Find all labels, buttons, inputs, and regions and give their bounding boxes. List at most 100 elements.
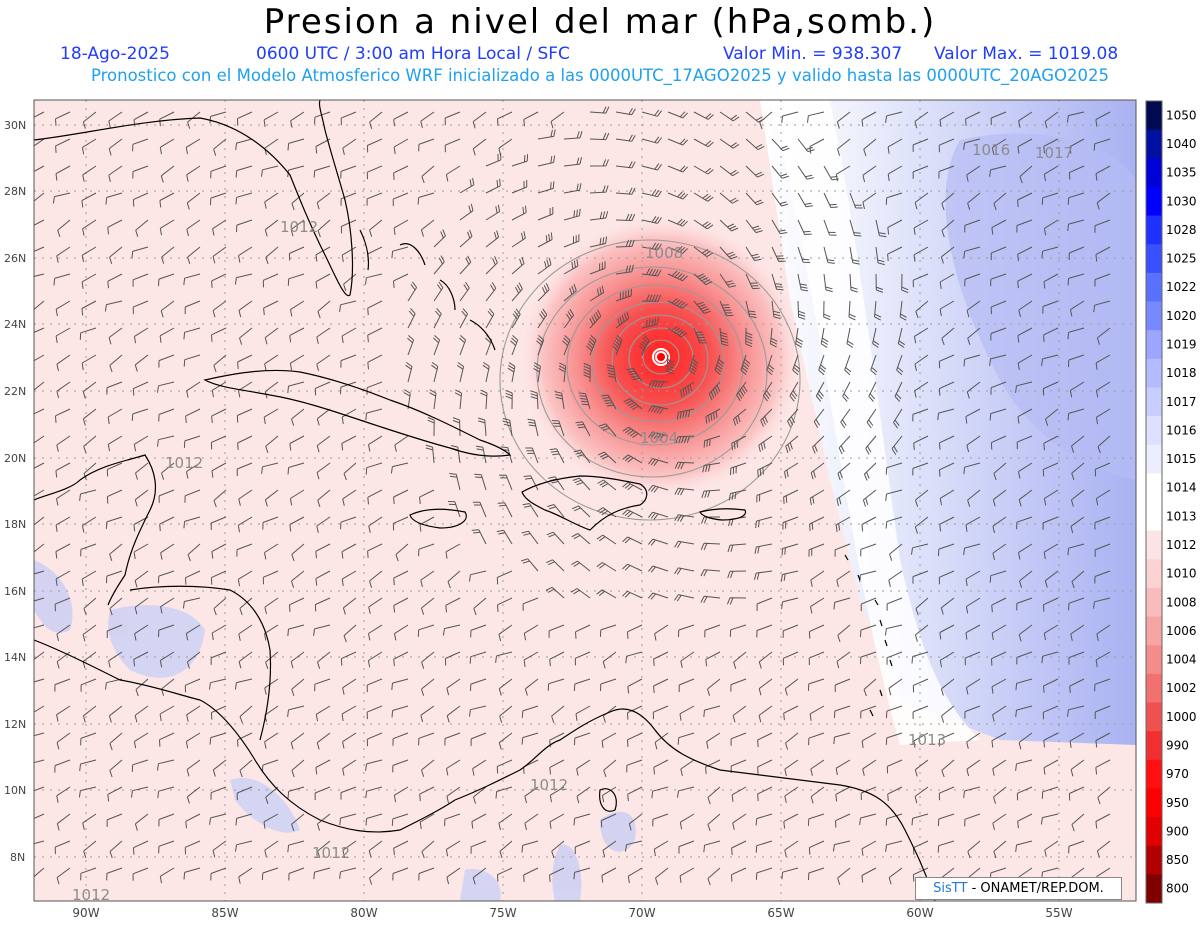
wind-barb xyxy=(719,300,734,317)
wind-barb xyxy=(547,678,565,691)
wind-barb xyxy=(963,462,981,475)
wind-barb xyxy=(990,381,1007,395)
wind-barb xyxy=(755,867,773,880)
wind-barb xyxy=(818,354,827,376)
wind-barb xyxy=(912,462,929,476)
wind-barb xyxy=(861,840,877,856)
wind-barb xyxy=(846,327,854,348)
wind-barb xyxy=(938,570,955,585)
wind-barb xyxy=(571,533,591,545)
wind-barb xyxy=(849,246,860,265)
wind-barb xyxy=(393,651,409,667)
wind-barb xyxy=(989,570,1007,583)
wind-barb xyxy=(498,678,513,696)
wind-barb xyxy=(622,481,643,491)
wind-barb xyxy=(1095,165,1111,181)
wind-barb xyxy=(158,840,175,854)
wind-barb xyxy=(316,516,331,533)
wind-barb xyxy=(783,489,799,504)
wind-barb xyxy=(912,867,929,882)
wind-barb xyxy=(868,381,877,402)
wind-barb xyxy=(238,651,253,669)
wind-barb xyxy=(81,300,97,316)
isobar-label-gulf: 1012 xyxy=(280,218,318,236)
wind-barb xyxy=(615,288,632,302)
wind-barb xyxy=(186,462,201,479)
wind-barb xyxy=(342,597,357,615)
wind-barb xyxy=(860,624,877,638)
wind-barb xyxy=(601,394,617,410)
wind-barb xyxy=(80,543,97,557)
wind-barb xyxy=(183,867,201,880)
plot-frame xyxy=(33,99,1137,902)
wind-barb xyxy=(562,335,571,356)
wind-barb xyxy=(705,408,721,424)
wind-barb xyxy=(993,192,1007,211)
wind-barb xyxy=(34,678,45,683)
wind-barb xyxy=(596,507,617,518)
wind-barb xyxy=(160,543,175,560)
wind-barb xyxy=(393,111,409,127)
wind-barb xyxy=(939,462,955,477)
isobar-label-1016: 1016 xyxy=(972,141,1010,159)
wind-barb xyxy=(210,867,227,881)
wind-barb xyxy=(860,786,877,801)
wind-barb xyxy=(887,219,903,235)
wind-barb xyxy=(495,651,513,663)
wind-barb xyxy=(446,705,461,723)
wind-barb xyxy=(159,516,175,532)
wind-barb xyxy=(863,462,877,481)
wind-barb xyxy=(667,218,688,227)
wind-barb xyxy=(641,216,662,224)
wind-barb xyxy=(707,813,721,832)
wind-barb xyxy=(263,813,279,829)
wind-barb xyxy=(34,570,45,575)
wind-barb xyxy=(393,570,409,586)
colorbar-label: 1000 xyxy=(1166,710,1197,724)
colorbar-label: 1002 xyxy=(1166,681,1197,695)
wind-barb xyxy=(1067,327,1085,340)
wind-barb xyxy=(133,732,149,749)
wind-barb xyxy=(314,678,331,692)
wind-barb xyxy=(963,246,981,259)
wind-barb xyxy=(237,570,253,587)
wind-barb xyxy=(314,381,331,396)
wind-barb xyxy=(836,570,851,588)
wind-barb xyxy=(578,392,591,410)
wind-barb xyxy=(212,246,227,264)
wind-barb xyxy=(433,229,446,248)
wind-barb xyxy=(34,597,45,602)
wind-barb xyxy=(446,678,461,696)
wind-barb xyxy=(993,840,1007,859)
colorbar-swatch xyxy=(1146,759,1162,789)
wind-barb xyxy=(797,165,814,180)
wind-barb xyxy=(837,462,851,481)
wind-barb xyxy=(912,273,929,288)
wind-barb xyxy=(1093,300,1111,313)
wind-barb xyxy=(1044,570,1059,588)
wind-barb xyxy=(1016,219,1033,233)
wind-barb xyxy=(731,867,747,882)
wind-barb xyxy=(133,111,149,127)
wind-barb xyxy=(888,678,903,696)
wind-barb xyxy=(1068,246,1085,260)
wind-barb xyxy=(290,219,305,237)
wind-barb xyxy=(368,597,383,614)
wind-barb xyxy=(365,813,383,826)
wind-barb xyxy=(314,597,331,612)
wind-barb xyxy=(757,759,773,774)
wind-barb xyxy=(236,111,253,126)
max-value: Valor Max. = 1019.08 xyxy=(934,44,1119,64)
wind-barb xyxy=(418,543,435,557)
wind-barb xyxy=(213,597,227,616)
wind-barb xyxy=(186,759,201,777)
wind-barb xyxy=(641,136,663,144)
wind-barb xyxy=(914,381,929,398)
wind-barb xyxy=(425,444,435,464)
wind-barb xyxy=(893,408,903,429)
wind-barb xyxy=(1069,138,1085,154)
wind-barb xyxy=(134,354,149,372)
wind-barb xyxy=(688,354,699,375)
wind-barb xyxy=(745,246,762,261)
wind-barb xyxy=(653,651,669,667)
